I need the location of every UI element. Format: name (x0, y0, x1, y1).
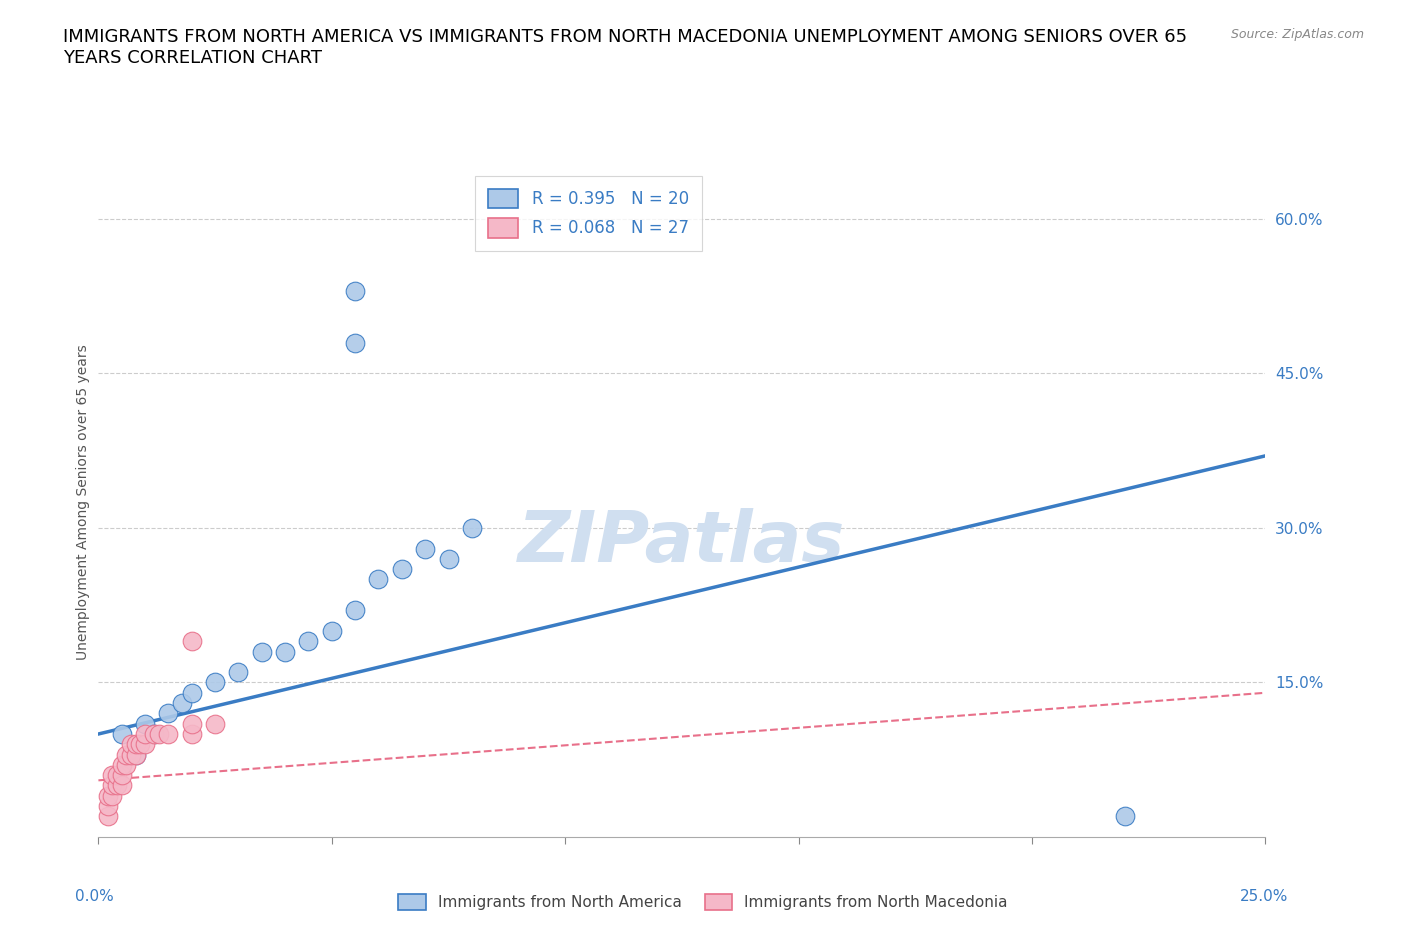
Text: IMMIGRANTS FROM NORTH AMERICA VS IMMIGRANTS FROM NORTH MACEDONIA UNEMPLOYMENT AM: IMMIGRANTS FROM NORTH AMERICA VS IMMIGRA… (63, 28, 1188, 67)
Y-axis label: Unemployment Among Seniors over 65 years: Unemployment Among Seniors over 65 years (76, 344, 90, 660)
Point (115, 747, 138, 762)
Point (413, 541, 436, 556)
Text: 25.0%: 25.0% (1240, 888, 1289, 904)
Point (134, 737, 156, 751)
Point (120, 747, 142, 762)
Point (344, 284, 367, 299)
Point (125, 737, 148, 751)
Point (274, 644, 297, 659)
Point (105, 778, 128, 793)
Text: ZIPatlas: ZIPatlas (519, 508, 845, 577)
Point (111, 778, 134, 793)
Point (97, 799, 120, 814)
Point (111, 768, 134, 783)
Point (143, 726, 166, 741)
Point (180, 716, 202, 731)
Point (125, 747, 148, 762)
Point (97, 789, 120, 804)
Point (344, 603, 367, 618)
Point (172, 696, 194, 711)
Point (1114, 809, 1136, 824)
Point (367, 572, 389, 587)
Point (437, 551, 460, 566)
Point (134, 726, 156, 741)
Point (250, 644, 273, 659)
Point (180, 726, 202, 741)
Legend: R = 0.395   N = 20, R = 0.068   N = 27: R = 0.395 N = 20, R = 0.068 N = 27 (475, 176, 702, 251)
Point (129, 737, 152, 751)
Point (204, 675, 226, 690)
Point (228, 665, 250, 680)
Point (111, 726, 134, 741)
Point (180, 685, 202, 700)
Point (101, 778, 124, 793)
Point (344, 335, 367, 350)
Point (157, 706, 180, 721)
Point (180, 634, 202, 649)
Point (134, 716, 156, 731)
Point (157, 726, 180, 741)
Point (101, 789, 124, 804)
Point (105, 768, 128, 783)
Point (321, 623, 343, 638)
Point (297, 634, 319, 649)
Point (391, 562, 413, 577)
Point (148, 726, 170, 741)
Point (143, 726, 166, 741)
Point (120, 737, 142, 751)
Point (115, 757, 138, 772)
Point (125, 747, 148, 762)
Text: 0.0%: 0.0% (75, 888, 114, 904)
Point (111, 757, 134, 772)
Point (101, 768, 124, 783)
Text: Source: ZipAtlas.com: Source: ZipAtlas.com (1230, 28, 1364, 41)
Point (97, 809, 120, 824)
Point (461, 521, 484, 536)
Point (204, 716, 226, 731)
Legend: Immigrants from North America, Immigrants from North Macedonia: Immigrants from North America, Immigrant… (391, 886, 1015, 918)
